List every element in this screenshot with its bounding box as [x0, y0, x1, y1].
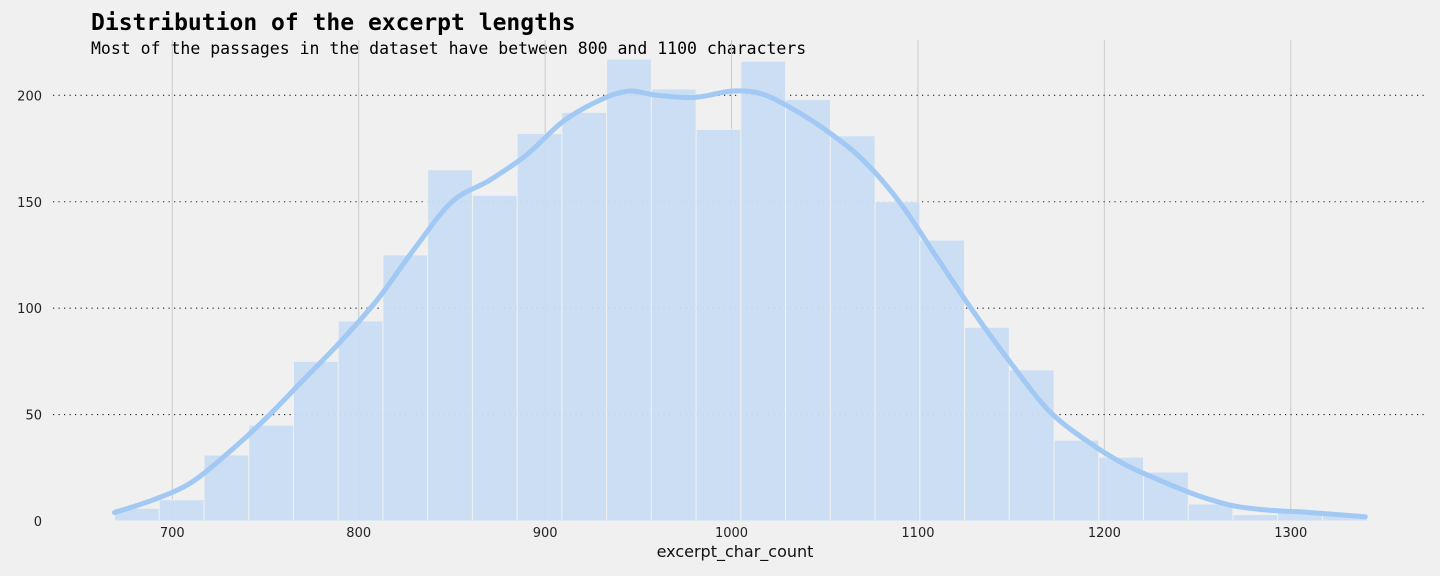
- y-tick-label: 150: [17, 196, 42, 211]
- histogram-bar: [650, 88, 697, 522]
- histogram-bar: [874, 201, 921, 522]
- histogram-bar: [382, 254, 429, 522]
- chart-subtitle: Most of the passages in the dataset have…: [91, 39, 807, 58]
- histogram-bar: [740, 60, 787, 522]
- histogram-bar: [427, 169, 473, 522]
- histogram-bar: [1187, 503, 1234, 522]
- histogram-bar: [829, 135, 876, 522]
- histogram-bar: [248, 424, 294, 522]
- histogram-bar: [964, 326, 1010, 522]
- kde-layer: [112, 88, 1368, 520]
- histogram-bar: [695, 128, 742, 522]
- histogram-bar: [1053, 439, 1100, 522]
- histogram-bar: [561, 111, 608, 522]
- x-tick-label: 700: [160, 526, 185, 541]
- histogram-bar: [516, 133, 563, 522]
- x-tick-label: 1200: [1088, 526, 1121, 541]
- y-tick-label: 50: [25, 409, 42, 424]
- histogram-bar: [1232, 514, 1279, 522]
- y-tick-label: 100: [17, 302, 42, 317]
- y-tick-label: 0: [34, 515, 42, 530]
- x-tick-labels: 700 800 900 1000 1100 1200 1300: [160, 526, 1307, 541]
- histogram-bar: [606, 58, 652, 522]
- histogram-bar: [1098, 456, 1145, 522]
- histogram-bar: [292, 360, 339, 522]
- x-axis-label: excerpt_char_count: [657, 542, 814, 562]
- histogram-bar: [337, 320, 384, 522]
- histogram-bar: [1008, 369, 1055, 522]
- histogram-bar: [1143, 471, 1189, 522]
- x-tick-label: 1000: [715, 526, 748, 541]
- histogram-bar: [158, 499, 205, 522]
- y-tick-label: 200: [17, 89, 42, 104]
- histogram-bar: [919, 239, 966, 522]
- chart-title: Distribution of the excerpt lengths: [91, 10, 576, 36]
- x-tick-label: 1100: [901, 526, 934, 541]
- x-tick-label: 800: [346, 526, 371, 541]
- histogram-bar: [785, 99, 831, 522]
- histogram-bars: [114, 58, 1368, 522]
- x-tick-label: 900: [533, 526, 558, 541]
- x-tick-label: 1300: [1274, 526, 1307, 541]
- histogram-bar: [471, 194, 518, 522]
- y-tick-labels: 0 50 100 150 200: [17, 89, 42, 530]
- kde-curve: [112, 88, 1368, 520]
